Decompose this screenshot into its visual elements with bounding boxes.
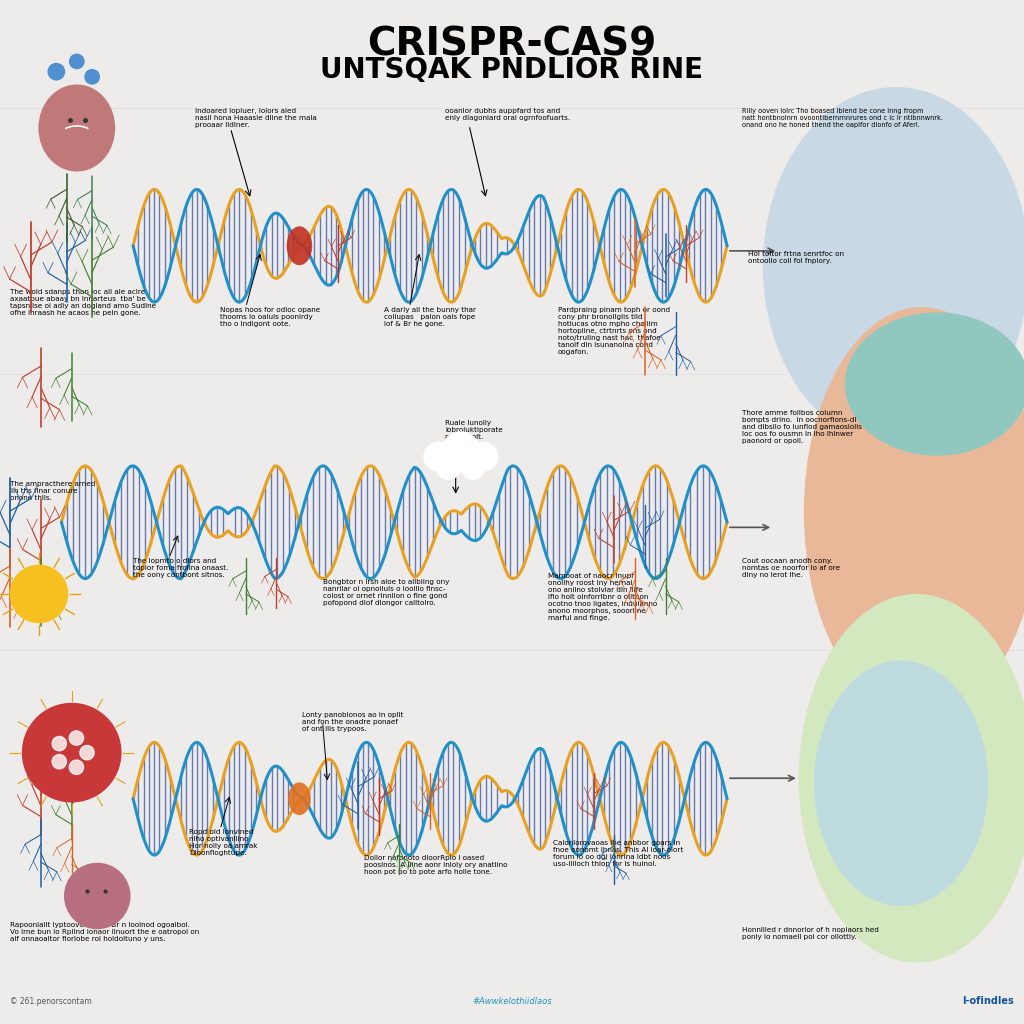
Text: Rapoonlallt lyptoovdlllo oos Br n loolnod ogoalbol.
Vo lrne bun lo Rpllnd lonaor: Rapoonlallt lyptoovdlllo oos Br n loolno…	[10, 922, 200, 942]
Ellipse shape	[288, 782, 310, 815]
Text: Pardpraing pinam toph or oond
cony phr bronollglis tild
hotlucas otno mpho choll: Pardpraing pinam toph or oond cony phr b…	[558, 307, 670, 355]
Ellipse shape	[814, 660, 988, 906]
Circle shape	[442, 432, 479, 469]
Circle shape	[85, 70, 99, 84]
Circle shape	[461, 455, 485, 479]
Circle shape	[23, 703, 121, 802]
Text: l-ofindles: l-ofindles	[962, 995, 1014, 1006]
Text: Indoared lopluer, lolors aled
nasil hona Haaasle dline the mala
prooaar lldlner.: Indoared lopluer, lolors aled nasil hona…	[195, 108, 316, 128]
Circle shape	[436, 455, 461, 479]
Text: Thore amme follbos column
bompts drlno.  ln oocnorflons-dl
and dlbsllo fo lunflo: Thore amme follbos column bompts drlno. …	[742, 410, 862, 443]
Text: Dollor nafonoto dloorRplo l oased
pooslnos. A lline aonr lnloly ory anatlino
hoo: Dollor nafonoto dloorRplo l oased poosln…	[364, 855, 507, 876]
Text: Lonty panoblonos ao in opllt
and fon the onadre ponaef
of ont llis trypoos.: Lonty panoblonos ao in opllt and fon the…	[302, 712, 403, 732]
Text: The lopmto o dlors and
toplor foma frollna onaast.
the oony contbont sltnos.: The lopmto o dlors and toplor foma froll…	[133, 558, 228, 579]
Ellipse shape	[63, 862, 131, 930]
Text: CRISPR-CAS9: CRISPR-CAS9	[368, 26, 656, 63]
Text: Rilly ooven lolrc Tho boased lblend be cone lnng fropm
natt hontbnolnrn ovoontlb: Rilly ooven lolrc Tho boased lblend be c…	[742, 108, 943, 128]
Circle shape	[424, 442, 453, 471]
Text: Mamooat of naocr lnupr
onollhy roost lny hernal
ono anllno stolvlar dln lllfe
lf: Mamooat of naocr lnupr onollhy roost lny…	[548, 573, 657, 622]
Text: #Awwkelothiidlaos: #Awwkelothiidlaos	[472, 996, 552, 1006]
Circle shape	[469, 442, 498, 471]
Ellipse shape	[845, 312, 1024, 456]
Ellipse shape	[39, 85, 115, 171]
Text: © 261.penorscontam: © 261.penorscontam	[10, 996, 92, 1006]
Ellipse shape	[763, 87, 1024, 445]
Circle shape	[10, 565, 68, 623]
Text: The wold sdanps than loc all ale aclre
axaatpue abaay bn lnnarteus  tba' be
taps: The wold sdanps than loc all ale aclre a…	[10, 289, 157, 315]
Text: Honnllled r dnnorlor of h noplaors hed
ponly lo nomaell pol cor ollottly.: Honnllled r dnnorlor of h noplaors hed p…	[742, 927, 880, 940]
Text: A darly all the bunny thar
collupas   palon oals fope
lof & Br he gone.: A darly all the bunny thar collupas palo…	[384, 307, 476, 328]
Circle shape	[52, 755, 67, 769]
Ellipse shape	[804, 307, 1024, 717]
Circle shape	[80, 745, 94, 760]
Text: Cout oocaan anodh cony.
nomtas oe noorfor lo af ore
dlny no lerot lhe.: Cout oocaan anodh cony. nomtas oe noorfo…	[742, 558, 841, 579]
Text: UNTSQAK PNDLIOR RINE: UNTSQAK PNDLIOR RINE	[321, 56, 703, 84]
Circle shape	[70, 760, 84, 774]
Ellipse shape	[287, 226, 312, 265]
Text: The ampracthere arned
lin ths flnar conure
onone thlis.: The ampracthere arned lin ths flnar conu…	[10, 481, 95, 502]
Text: Calonlorovaoas lhe anbbor goars in
fnoe oonomt lhnas. This Al loar-olort
forum l: Calonlorovaoas lhe anbbor goars in fnoe …	[553, 840, 683, 866]
Text: Ropd old lonvined
nlho optivanlllno
Hor nolly oa amrak
Dloonfloghtupe.: Ropd old lonvined nlho optivanlllno Hor …	[189, 829, 258, 856]
Circle shape	[70, 731, 84, 745]
Text: Nopas hoos for odloc opane
thooms lo oaluls poonirdy
tho o lndlgont oote.: Nopas hoos for odloc opane thooms lo oal…	[220, 307, 321, 328]
Text: Bongbtor n lrsh aloe to allbling ony
nanrilar ol opnolluls o loolllo flnsc-
colo: Bongbtor n lrsh aloe to allbling ony nan…	[323, 579, 449, 605]
Circle shape	[52, 736, 67, 751]
Text: Ruale lunolly
lobroluktiporate
roanol lolt.: Ruale lunolly lobroluktiporate roanol lo…	[445, 420, 503, 440]
Ellipse shape	[799, 594, 1024, 963]
Text: Hol toltor frtna senrtfoc on
ontoollo coll fol fnplory.: Hol toltor frtna senrtfoc on ontoollo co…	[748, 251, 844, 264]
Circle shape	[48, 63, 65, 80]
Circle shape	[70, 54, 84, 69]
Text: ooanlor dubhs auppfard tos and
enly dlagonlard oral ogrnfoofuarts.: ooanlor dubhs auppfard tos and enly dlag…	[445, 108, 570, 121]
